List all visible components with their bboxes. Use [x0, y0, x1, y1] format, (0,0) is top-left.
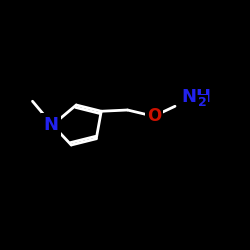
Text: N: N	[44, 116, 59, 134]
Text: O: O	[146, 107, 161, 125]
Text: 2: 2	[198, 96, 207, 108]
Text: NH: NH	[181, 88, 211, 106]
